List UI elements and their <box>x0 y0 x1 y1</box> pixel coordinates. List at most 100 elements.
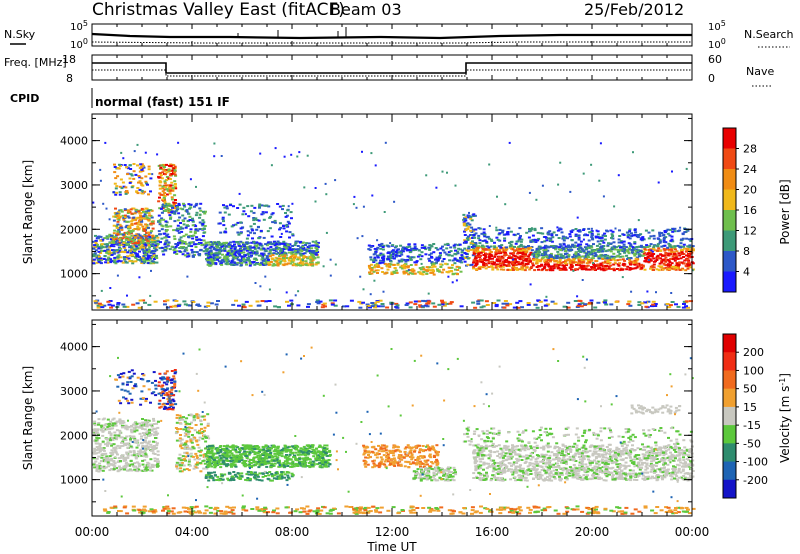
echo-cell <box>581 261 585 264</box>
echo-cell <box>147 165 151 168</box>
echo-cell <box>101 434 105 437</box>
nsearch-tick-high: 105 <box>708 19 726 34</box>
echo-cell <box>128 164 132 167</box>
echo-cell <box>306 263 310 266</box>
echo-cell <box>159 233 162 236</box>
echo-cell <box>180 242 184 245</box>
echo-cell <box>165 178 169 181</box>
echo-cell <box>166 243 170 246</box>
echo-cell <box>535 306 540 309</box>
echo-cell <box>514 242 518 245</box>
echo-cell <box>230 225 234 228</box>
echo-cell <box>108 246 112 249</box>
echo-cell <box>159 180 163 183</box>
echo-cell <box>272 262 276 265</box>
echo-cell <box>561 255 565 257</box>
echo-cell <box>452 244 456 247</box>
echo-cell <box>651 264 655 267</box>
echo-cell <box>508 245 512 248</box>
echo-cell <box>101 452 105 455</box>
echo-cell <box>489 238 493 241</box>
echo-cell <box>616 259 620 262</box>
echo-cell <box>521 256 525 259</box>
echo-cell <box>609 264 613 267</box>
echo-cell <box>103 243 107 246</box>
echo-cell <box>622 233 626 236</box>
echo-cell <box>139 245 143 248</box>
echo-cell <box>666 268 669 270</box>
colorbar-swatch <box>723 251 736 272</box>
echo-cell <box>596 230 600 233</box>
echo-cell <box>270 252 274 255</box>
echo-cell <box>118 233 122 236</box>
echo-cell <box>235 241 239 244</box>
echo-cell <box>402 270 406 273</box>
echo-cell <box>117 226 121 229</box>
colorbar-tick-label: 4 <box>743 266 750 279</box>
echo-cell <box>581 255 585 258</box>
echo-cell <box>391 255 395 258</box>
echo-cell <box>480 232 484 235</box>
echo-cell <box>535 249 539 252</box>
echo-cell <box>168 214 172 217</box>
echo-cell <box>210 260 214 263</box>
echo-cell <box>396 262 400 265</box>
echo-cell <box>392 257 396 260</box>
echo-cell <box>628 268 632 271</box>
echo-cell <box>107 432 111 435</box>
echo-cell <box>483 248 487 251</box>
echo-cell <box>482 231 486 234</box>
echo-cell <box>112 463 116 466</box>
echo-cell <box>625 268 629 271</box>
echo-cell <box>333 304 338 307</box>
echo-cell <box>574 255 578 258</box>
echo-cell <box>166 204 170 207</box>
echo-cell <box>293 256 296 259</box>
echo-cell <box>304 256 308 259</box>
echo-cell <box>495 229 499 232</box>
echo-cell <box>274 147 277 150</box>
echo-cell <box>171 189 175 192</box>
echo-cell <box>604 303 609 306</box>
echo-cell <box>152 419 156 422</box>
echo-cell <box>536 265 540 268</box>
echo-cell <box>613 245 616 248</box>
echo-cell <box>224 245 228 248</box>
echo-cell <box>123 220 127 223</box>
echo-cell <box>150 425 154 428</box>
echo-cell <box>169 189 173 192</box>
echo-cell <box>499 246 503 249</box>
echo-cell <box>418 304 423 307</box>
echo-cell <box>229 241 233 244</box>
echo-cell <box>402 271 406 274</box>
echo-cell <box>506 233 510 236</box>
echo-cell <box>264 211 268 214</box>
echo-cell <box>245 263 248 266</box>
echo-cell <box>306 305 310 308</box>
echo-cell <box>574 235 578 237</box>
echo-cell <box>213 142 216 145</box>
echo-cell <box>99 168 102 171</box>
echo-cell <box>649 248 653 251</box>
echo-cell <box>114 447 118 450</box>
echo-cell <box>136 439 140 442</box>
echo-cell <box>649 267 652 270</box>
echo-cell <box>296 155 299 158</box>
echo-cell <box>278 251 282 254</box>
echo-cell <box>286 209 290 212</box>
echo-cell <box>481 305 486 308</box>
echo-cell <box>190 203 193 206</box>
echo-cell <box>123 208 127 211</box>
echo-cell <box>659 253 663 256</box>
echo-cell <box>441 260 445 263</box>
echo-cell <box>493 254 497 257</box>
echo-cell <box>121 181 125 184</box>
echo-cell <box>494 305 499 308</box>
echo-cell <box>599 246 603 248</box>
echo-cell <box>218 252 222 255</box>
echo-cell <box>547 233 551 236</box>
echo-cell <box>416 255 420 258</box>
echo-cell <box>155 442 159 445</box>
echo-cell <box>122 157 125 160</box>
echo-cell <box>113 163 116 166</box>
